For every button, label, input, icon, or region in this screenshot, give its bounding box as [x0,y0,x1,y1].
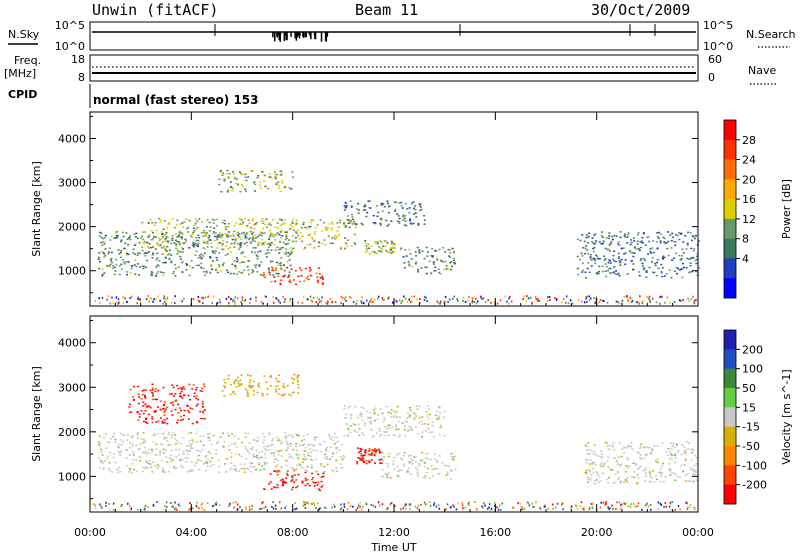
nsky-panel [89,21,699,51]
colorbar-segment [724,179,736,200]
colorbar-tick-label: 16 [742,193,756,206]
nsky-trace [92,24,696,42]
power-scatter [94,169,700,305]
nave-bottom-tick: 0 [708,71,715,84]
freq-top-tick: 18 [71,53,85,66]
y-tick-label: 2000 [58,426,86,439]
freq-panel [89,54,699,82]
velocity-colorbar-frame [723,329,737,505]
colorbar-segment [724,330,736,350]
colorbar-tick-label: 4 [742,252,749,265]
nsearch-label: N.Search [746,28,796,41]
y-tick-label: 3000 [58,381,86,394]
x-tick-label: 04:00 [175,526,207,539]
power-feature-3 [218,169,295,193]
colorbar-segment [724,446,736,466]
x-tick-label: 20:00 [581,526,613,539]
power-feature-2 [262,266,324,286]
x-tick-label: 16:00 [479,526,511,539]
nsky-label: N.Sky [8,28,40,41]
freq-label: Freq. [14,54,41,67]
nsky-top-tick: 10^5 [55,19,85,32]
colorbar-tick-label: -200 [742,479,767,492]
velocity-scatter [93,374,698,511]
y-tick-label: 2000 [58,221,86,234]
power-feature-1 [140,217,357,251]
colorbar-tick-label: 8 [742,233,749,246]
colorbar-tick-label: 15 [742,401,756,414]
nave-top-tick: 60 [708,53,722,66]
y-tick-label: 1000 [58,265,86,278]
x-tick-label: 00:00 [682,526,714,539]
freq-unit-label: [MHz] [4,67,36,80]
nsearch-bottom-tick: 10^0 [703,40,733,53]
date-title: 30/Oct/2009 [591,1,690,19]
y-tick-label: 4000 [58,132,86,145]
velocity-frame [89,315,699,513]
power-colorbar-label: Power [dB] [780,179,793,239]
velocity-feature-7 [584,441,698,485]
x-tick-label: 00:00 [74,526,106,539]
nsky-bottom-tick: 10^0 [55,40,85,53]
x-tick-label: 08:00 [277,526,309,539]
colorbar-tick-label: -50 [742,440,760,453]
colorbar-tick-label: -100 [742,459,767,472]
velocity-feature-3 [221,374,300,397]
power-feature-6 [343,200,426,228]
velocity-feature-2 [263,470,325,492]
nsearch-top-tick: 10^5 [703,19,733,32]
station-title: Unwin (fitACF) [92,1,218,19]
power-colorbar-frame [723,119,737,299]
colorbar-tick-label: 50 [742,382,756,395]
y-tick-label: 3000 [58,177,86,190]
velocity-feature-5 [381,451,457,480]
colorbar-segment [724,238,736,259]
colorbar-segment [724,484,736,505]
colorbar-tick-label: -15 [742,421,760,434]
x-tick-label: 12:00 [378,526,410,539]
y-tick-label: 1000 [58,470,86,483]
colorbar-segment [724,388,736,408]
colorbar-segment [724,407,736,427]
panel-power: 1000 2000 3000 4000 Slant Range [km] 28 24 20 16… [30,111,793,307]
colorbar-segment [724,258,736,279]
freq-bottom-tick: 8 [78,71,85,84]
colorbar-segment [724,139,736,160]
colorbar-tick-label: 12 [742,213,756,226]
mode-label: normal (fast stereo) 153 [93,93,259,107]
colorbar-tick-label: 200 [742,343,763,356]
power-feature-5 [400,246,456,275]
colorbar-segment [724,159,736,180]
nave-label: Nave [748,64,776,77]
velocity-ylabel: Slant Range [km] [30,366,43,462]
colorbar-segment [724,426,736,447]
power-feature-0 [97,231,293,277]
x-axis-label: Time UT [370,541,416,554]
velocity-colorbar-label: Velocity [m s^-1] [780,369,793,464]
velocity-feature-1 [128,383,206,425]
velocity-feature-4 [356,447,383,465]
colorbar-segment [724,349,736,369]
colorbar-tick-label: 20 [742,173,756,186]
colorbar-tick-label: 24 [742,154,756,167]
power-ylabel: Slant Range [km] [30,161,43,257]
colorbar-segment [724,278,736,299]
colorbar-segment [724,120,736,141]
panel-velocity: 1000 2000 3000 4000 Slant Range [km] 200 100 50… [30,315,793,513]
cpid-label: CPID [8,88,37,101]
colorbar-tick-label: 100 [742,363,763,376]
velocity-feature-0 [97,431,346,474]
colorbar-segment [724,218,736,239]
velocity-feature-6 [343,405,446,438]
power-feature-4 [364,240,396,255]
colorbar-segment [724,465,736,485]
colorbar-segment [724,199,736,220]
colorbar-segment [724,368,736,389]
colorbar-tick-label: 28 [742,134,756,147]
power-feature-7 [576,231,700,279]
y-tick-label: 4000 [58,337,86,350]
beam-title: Beam 11 [355,1,418,19]
